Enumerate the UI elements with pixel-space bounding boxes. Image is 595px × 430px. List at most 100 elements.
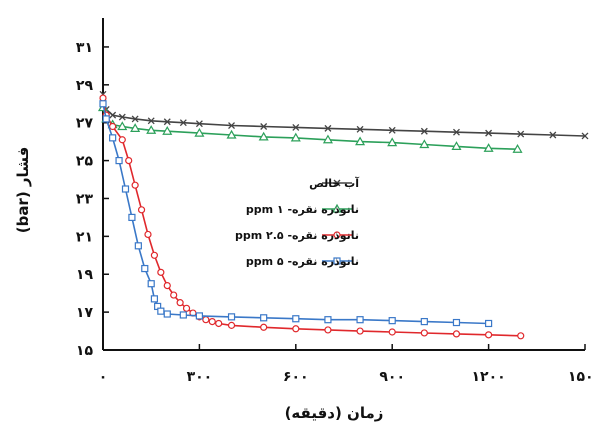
data-point: [324, 124, 332, 132]
marker-stroke: [420, 127, 428, 135]
legend-swatch-marker: [331, 203, 343, 213]
marker-stroke: [118, 113, 126, 121]
data-point: [517, 130, 525, 138]
y-tick-label: ۱۵: [76, 343, 94, 359]
data-point: [146, 125, 157, 134]
legend-swatch-marker: [333, 231, 341, 239]
data-point: [260, 123, 268, 130]
data-point: [179, 119, 187, 127]
data-point: [195, 120, 203, 128]
data-point: [118, 136, 126, 144]
data-point: [356, 125, 364, 133]
data-point: [260, 314, 268, 322]
x-tick-label: ۱۵۰۰: [568, 369, 595, 385]
x-tick-label: ۹۰۰: [379, 369, 405, 385]
data-point: [176, 299, 184, 307]
marker-stroke: [147, 117, 155, 125]
marker-stroke: [453, 128, 460, 136]
legend-item-1: آب خالص: [309, 176, 359, 190]
data-point: [102, 115, 110, 123]
data-point: [512, 144, 523, 153]
legend-label: آب خالص: [309, 176, 359, 190]
data-point: [202, 316, 210, 324]
data-point: [453, 128, 460, 136]
data-point: [356, 316, 364, 324]
data-point: [388, 126, 396, 134]
data-point: [208, 317, 216, 326]
x-tick-label: ۶۰۰: [283, 369, 309, 385]
series-3: [99, 94, 525, 340]
y-axis-title: فشار (bar): [14, 147, 32, 234]
x-tick-label: ۰: [99, 369, 108, 385]
legend-item-4: نانوذره نقره- ۵ ppm: [246, 255, 359, 268]
data-point: [121, 185, 130, 193]
data-point: [141, 264, 149, 273]
y-tick-label: ۲۷: [76, 116, 94, 132]
marker-stroke: [163, 118, 171, 126]
data-point: [549, 131, 557, 139]
marker-stroke: [228, 122, 235, 130]
data-point: [292, 315, 300, 323]
data-point: [355, 136, 366, 146]
legend: آب خالص نانوذره نقره- ۱ ppm نانوذره نقره- …: [235, 176, 359, 268]
y-tick-label: ۱۹: [76, 267, 94, 283]
legend-item-2: نانوذره نقره- ۱ ppm: [246, 203, 359, 216]
marker-stroke: [292, 123, 300, 131]
marker-stroke: [517, 130, 525, 138]
data-point: [150, 251, 159, 259]
data-point: [451, 141, 462, 150]
data-point: [162, 126, 173, 135]
data-point: [452, 318, 461, 327]
data-point: [157, 307, 165, 315]
data-point: [131, 115, 139, 123]
data-point: [134, 242, 142, 250]
marker-stroke: [581, 132, 589, 140]
data-point: [388, 317, 396, 325]
data-point: [109, 134, 117, 142]
legend-item-3: نانوذره نقره- ۲.۵ ppm: [235, 229, 359, 242]
data-point: [137, 206, 146, 214]
marker-stroke: [195, 120, 203, 128]
legend-swatch-marker: [333, 257, 341, 265]
data-point: [215, 319, 223, 328]
data-point: [109, 122, 117, 131]
data-point: [292, 325, 300, 333]
series-4: [99, 100, 493, 328]
y-tick-label: ۲۱: [76, 229, 93, 245]
marker-stroke: [356, 125, 364, 133]
y-tick-label: ۲۳: [76, 191, 94, 207]
data-point: [322, 134, 333, 144]
data-point: [99, 100, 107, 108]
data-point: [130, 123, 141, 132]
data-point: [227, 321, 236, 329]
y-tick-label: ۲۹: [76, 78, 94, 94]
data-point: [324, 326, 332, 334]
marker-stroke: [333, 179, 341, 187]
marker-stroke: [485, 129, 493, 137]
series-layer: [97, 90, 589, 340]
data-point: [147, 280, 155, 288]
data-point: [420, 317, 428, 326]
data-point: [483, 143, 494, 152]
marker-stroke: [131, 115, 139, 123]
data-point: [109, 111, 117, 119]
data-point: [179, 311, 187, 319]
data-point: [292, 123, 300, 131]
data-point: [258, 131, 269, 141]
data-point: [324, 316, 332, 324]
data-point: [452, 330, 461, 338]
data-point: [150, 295, 159, 303]
marker-stroke: [179, 119, 187, 127]
data-point: [581, 132, 589, 140]
x-axis-title: زمان (دقیقه): [285, 404, 384, 422]
data-point: [387, 137, 398, 147]
marker-stroke: [324, 124, 332, 132]
marker-stroke: [109, 111, 117, 119]
data-point: [170, 291, 178, 299]
data-point: [485, 319, 493, 328]
data-point: [163, 282, 171, 290]
data-point: [194, 127, 205, 137]
marker-stroke: [260, 123, 268, 130]
legend-label: نانوذره نقره- ۵ ppm: [246, 255, 359, 268]
y-tick-label: ۲۵: [76, 154, 94, 170]
